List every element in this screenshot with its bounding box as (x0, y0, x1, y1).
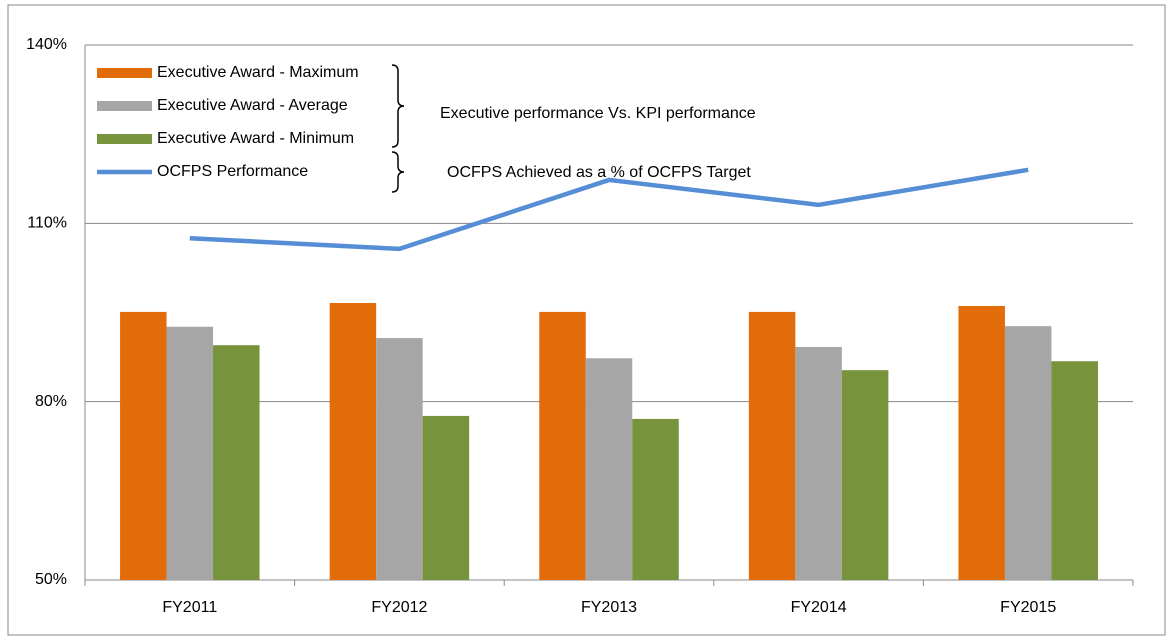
bar (422, 415, 470, 580)
legend-swatch (97, 101, 152, 111)
bar (1004, 326, 1052, 580)
x-tick-label: FY2012 (371, 599, 427, 616)
bar (1051, 361, 1098, 580)
bar (841, 370, 889, 580)
annotation: OCFPS Achieved as a % of OCFPS Target (447, 164, 751, 181)
x-tick-label: FY2015 (1000, 599, 1056, 616)
bar (632, 418, 679, 580)
legend-label: Executive Award - Maximum (157, 64, 359, 81)
y-tick-label: 110% (27, 215, 67, 232)
y-tick-label: 140% (26, 36, 67, 53)
y-tick-label: 50% (35, 571, 67, 588)
legend-swatch (97, 134, 152, 144)
bar (120, 311, 167, 580)
bar (213, 345, 260, 580)
line (189, 167, 1029, 252)
bar (539, 311, 586, 580)
bar (585, 358, 633, 580)
x-tick-label: FY2014 (791, 599, 847, 616)
legend-swatch (97, 68, 152, 78)
bar (376, 338, 423, 580)
brace (391, 151, 405, 193)
bar (329, 302, 377, 580)
legend-label: Executive Award - Minimum (157, 130, 354, 147)
x-tick-label: FY2013 (581, 599, 637, 616)
y-tick-label: 80% (35, 393, 67, 410)
brace (391, 64, 405, 148)
bar (795, 346, 842, 580)
legend-label: Executive Award - Average (157, 97, 348, 114)
bar (748, 311, 796, 580)
bar (958, 305, 1005, 580)
x-tick-label: FY2011 (162, 599, 217, 616)
annotation: Executive performance Vs. KPI performanc… (440, 105, 756, 122)
bar (166, 326, 214, 580)
legend-label: OCFPS Performance (157, 163, 308, 180)
